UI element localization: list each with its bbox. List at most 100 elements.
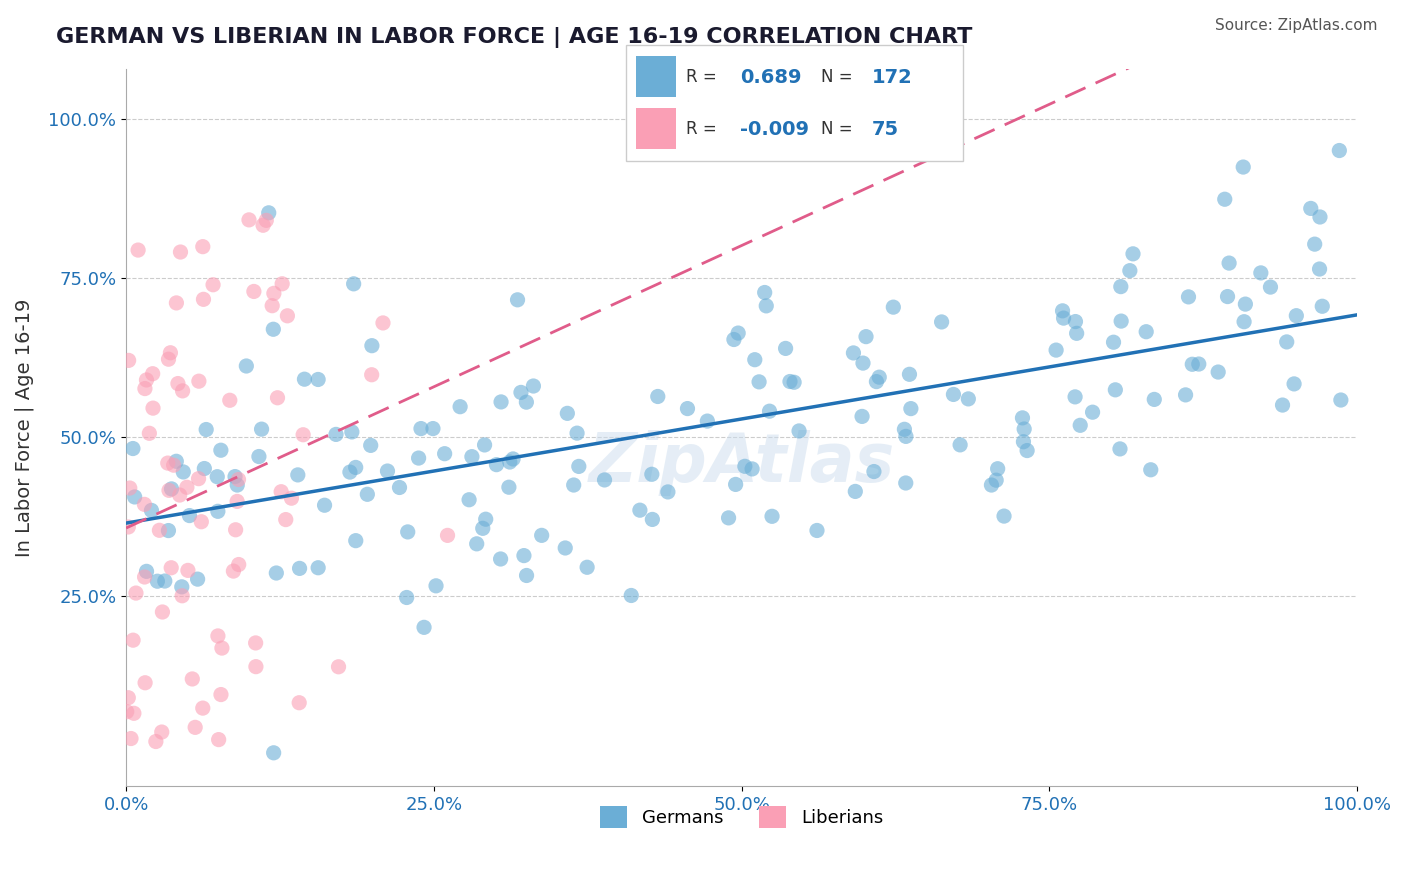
- Germans: [157, 524, 180, 538]
- Liberians: [228, 558, 250, 572]
- Liberians: [226, 494, 249, 508]
- Germans: [775, 342, 797, 356]
- Liberians: [225, 523, 247, 537]
- Germans: [1234, 297, 1257, 311]
- Germans: [865, 375, 887, 389]
- Germans: [1177, 290, 1199, 304]
- Germans: [515, 395, 537, 409]
- Liberians: [288, 696, 311, 710]
- Liberians: [134, 382, 156, 396]
- Germans: [779, 375, 801, 389]
- Germans: [900, 401, 922, 416]
- Germans: [647, 389, 669, 403]
- Germans: [1309, 210, 1331, 224]
- Germans: [307, 560, 329, 574]
- Germans: [408, 451, 430, 466]
- Germans: [209, 443, 232, 458]
- Germans: [226, 478, 249, 492]
- Liberians: [176, 480, 198, 494]
- Germans: [474, 438, 496, 452]
- Germans: [562, 478, 585, 492]
- Germans: [882, 300, 904, 314]
- Liberians: [238, 212, 260, 227]
- Liberians: [245, 659, 267, 673]
- Liberians: [122, 633, 145, 648]
- Liberians: [371, 316, 394, 330]
- Liberians: [135, 373, 157, 387]
- Liberians: [142, 401, 165, 416]
- Germans: [1250, 266, 1272, 280]
- FancyBboxPatch shape: [626, 45, 963, 161]
- Germans: [758, 404, 780, 418]
- Germans: [723, 333, 745, 347]
- Liberians: [184, 720, 207, 734]
- Germans: [783, 376, 806, 390]
- Germans: [554, 541, 576, 555]
- Germans: [987, 461, 1010, 475]
- Germans: [1206, 365, 1229, 379]
- Germans: [1066, 326, 1088, 341]
- Germans: [868, 370, 890, 384]
- Liberians: [208, 732, 231, 747]
- Germans: [489, 552, 512, 566]
- Liberians: [127, 243, 149, 257]
- Germans: [340, 425, 363, 439]
- Liberians: [167, 376, 190, 391]
- Germans: [1218, 256, 1240, 270]
- Germans: [388, 481, 411, 495]
- Bar: [636, 56, 676, 97]
- Germans: [122, 442, 145, 456]
- Germans: [1329, 144, 1351, 158]
- Text: 75: 75: [872, 120, 898, 139]
- Germans: [489, 395, 512, 409]
- Germans: [741, 462, 763, 476]
- Germans: [565, 426, 588, 441]
- Germans: [657, 484, 679, 499]
- Liberians: [117, 690, 139, 705]
- Text: R =: R =: [686, 68, 717, 86]
- Germans: [1143, 392, 1166, 407]
- Germans: [522, 379, 544, 393]
- Germans: [993, 509, 1015, 524]
- Germans: [641, 512, 664, 526]
- Text: R =: R =: [686, 120, 717, 138]
- Germans: [1135, 325, 1157, 339]
- Germans: [641, 467, 664, 482]
- Germans: [506, 293, 529, 307]
- Germans: [179, 508, 201, 523]
- Germans: [724, 477, 747, 491]
- Germans: [187, 572, 209, 586]
- Germans: [1174, 388, 1197, 402]
- Germans: [1233, 315, 1256, 329]
- Germans: [1052, 311, 1074, 326]
- Germans: [344, 533, 367, 548]
- Germans: [893, 422, 915, 436]
- Liberians: [157, 352, 180, 367]
- Germans: [172, 465, 194, 479]
- Liberians: [245, 636, 267, 650]
- Germans: [1109, 442, 1132, 456]
- Germans: [851, 409, 873, 424]
- Germans: [761, 509, 783, 524]
- Germans: [377, 464, 399, 478]
- Liberians: [162, 458, 184, 472]
- Liberians: [187, 472, 209, 486]
- Liberians: [271, 277, 294, 291]
- Liberians: [122, 706, 145, 721]
- Germans: [620, 589, 643, 603]
- Liberians: [207, 629, 229, 643]
- Germans: [413, 620, 436, 634]
- Liberians: [328, 660, 350, 674]
- Germans: [247, 450, 270, 464]
- Liberians: [193, 293, 215, 307]
- Germans: [1232, 160, 1254, 174]
- Germans: [1064, 390, 1087, 404]
- Liberians: [120, 731, 142, 746]
- Y-axis label: In Labor Force | Age 16-19: In Labor Force | Age 16-19: [15, 298, 35, 557]
- Germans: [949, 438, 972, 452]
- Liberians: [115, 705, 138, 719]
- Germans: [160, 482, 183, 496]
- Germans: [170, 580, 193, 594]
- Germans: [986, 473, 1008, 487]
- Liberians: [145, 734, 167, 748]
